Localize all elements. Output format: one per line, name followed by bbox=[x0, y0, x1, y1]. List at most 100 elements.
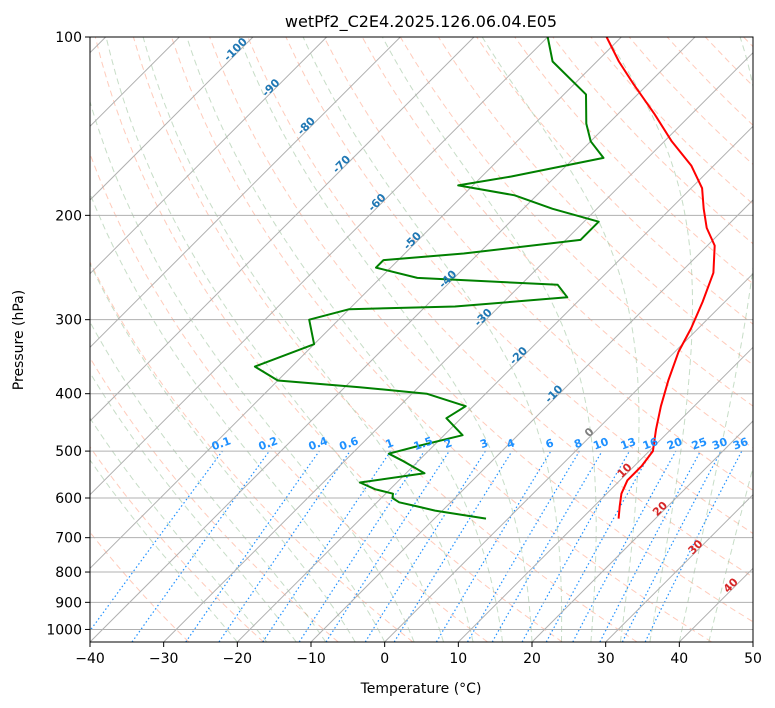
isotherm-grid-line bbox=[90, 37, 696, 642]
mixing-ratio-label: 0.1 bbox=[210, 434, 233, 453]
mixing-ratio-label: 10 bbox=[591, 435, 610, 453]
mixing-ratio-label: 36 bbox=[731, 435, 750, 453]
x-tick-label: −10 bbox=[296, 651, 326, 667]
y-tick-label: 900 bbox=[55, 595, 82, 611]
moist-adiabat-line bbox=[606, 37, 693, 642]
isotherm-grid-line bbox=[90, 37, 549, 496]
grid-lines bbox=[90, 37, 753, 642]
mixing-ratio-label: 2 bbox=[442, 436, 454, 451]
x-axis-label: Temperature (°C) bbox=[360, 681, 482, 697]
dry-adiabat-line bbox=[90, 356, 339, 642]
mixing-ratio-line bbox=[572, 450, 677, 642]
mixing-ratio-label: 25 bbox=[690, 435, 709, 452]
mixing-ratio-line bbox=[644, 450, 743, 642]
moist-adiabat-line bbox=[105, 37, 445, 642]
dry-adiabat-line bbox=[94, 37, 563, 642]
y-tick-label: 500 bbox=[55, 444, 82, 460]
mixing-ratio-line bbox=[393, 450, 513, 642]
y-tick-label: 400 bbox=[55, 387, 82, 403]
moist-adiabat-line bbox=[90, 417, 268, 642]
isotherm-grid-line bbox=[90, 37, 328, 275]
mixing-ratio-label: 13 bbox=[619, 435, 638, 452]
y-tick-label: 1000 bbox=[46, 622, 82, 638]
moist-adiabat-line bbox=[90, 459, 238, 642]
x-axis-ticks: −40 −30 −20 −10 0 10 20 30 40 50 bbox=[75, 642, 762, 667]
mixing-ratio-line bbox=[262, 450, 392, 642]
dry-adiabat-line bbox=[285, 37, 753, 535]
y-axis-ticks: 100 200 300 400 500 600 700 800 900 1000 bbox=[46, 30, 90, 638]
x-tick-label: −20 bbox=[223, 651, 253, 667]
dry-adiabat-line bbox=[90, 260, 414, 642]
mixing-ratio-line bbox=[298, 450, 425, 642]
moist-adiabat-line bbox=[90, 321, 327, 642]
isotherm-grid-line bbox=[384, 272, 753, 642]
y-tick-label: 800 bbox=[55, 565, 82, 581]
mixing-ratio-lines bbox=[90, 450, 743, 642]
mixing-ratio-label: 8 bbox=[572, 436, 584, 451]
y-tick-label: 300 bbox=[55, 313, 82, 329]
moist-adiabat-line bbox=[302, 37, 563, 642]
dry-adiabat-line bbox=[171, 37, 712, 642]
mixing-ratio-label: 6 bbox=[544, 436, 556, 451]
mixing-ratio-label: 1.5 bbox=[412, 434, 435, 453]
dry-adiabat-line bbox=[90, 446, 264, 642]
mixing-ratio-line bbox=[185, 450, 320, 642]
mixing-ratio-line bbox=[325, 450, 450, 642]
x-tick-label: 20 bbox=[523, 651, 541, 667]
x-tick-label: 30 bbox=[597, 651, 615, 667]
mixing-ratio-label: 1 bbox=[384, 436, 396, 451]
isotherm-grid-line bbox=[531, 420, 753, 642]
mixing-ratio-line bbox=[521, 450, 631, 642]
mixing-ratio-line bbox=[545, 450, 653, 642]
x-tick-label: −40 bbox=[75, 651, 105, 667]
mixing-ratio-label: 0.6 bbox=[338, 434, 361, 453]
moist-adiabat-line bbox=[481, 37, 640, 642]
plot-area: -100-90-80-70-60-50-40-30-20-10010203040… bbox=[90, 37, 753, 642]
profile-series bbox=[253, 37, 716, 520]
isotherm-grid-line bbox=[90, 37, 401, 349]
dry-adiabats bbox=[90, 37, 753, 642]
mixing-ratio-label: 20 bbox=[665, 435, 684, 453]
dry-adiabat-line bbox=[323, 37, 753, 491]
x-tick-label: 10 bbox=[449, 651, 467, 667]
isotherm-grid-line bbox=[163, 51, 753, 642]
isotherm-grid-line bbox=[90, 37, 622, 570]
moist-adiabat-line bbox=[90, 371, 297, 642]
isotherm-grid-line bbox=[605, 493, 753, 642]
mixing-ratio-label: 3 bbox=[478, 436, 490, 451]
isotherm-grid-line bbox=[90, 37, 475, 422]
mixing-ratio-line bbox=[90, 450, 223, 632]
mixing-ratio-label: 0.2 bbox=[257, 434, 280, 453]
moist-adiabat-line bbox=[678, 37, 753, 642]
plot-frame bbox=[89, 36, 754, 643]
dry-adiabat-line bbox=[476, 37, 753, 325]
y-tick-label: 600 bbox=[55, 491, 82, 507]
mixing-ratio-label: 4 bbox=[505, 436, 517, 451]
moist-adiabat-line bbox=[142, 37, 474, 642]
chart-title: wetPf2_C2E4.2025.126.06.04.E05 bbox=[285, 12, 557, 32]
dry-adiabat-line bbox=[209, 37, 753, 623]
x-tick-label: 40 bbox=[670, 651, 688, 667]
moist-adiabat-line bbox=[708, 465, 753, 642]
x-tick-label: 0 bbox=[380, 651, 389, 667]
dry-adiabat-line bbox=[514, 37, 753, 285]
dry-adiabat-line bbox=[247, 37, 753, 578]
mixing-ratio-label: 16 bbox=[641, 435, 660, 453]
mixing-ratio-line bbox=[218, 450, 351, 642]
dewpoint-profile-line bbox=[253, 37, 605, 520]
isotherm-grid-line bbox=[236, 125, 753, 642]
moist-adiabat-line bbox=[90, 192, 386, 642]
x-tick-label: −30 bbox=[149, 651, 179, 667]
x-tick-label: 50 bbox=[744, 651, 762, 667]
mixing-ratio-label: 30 bbox=[710, 435, 729, 453]
y-tick-label: 200 bbox=[55, 208, 82, 224]
moist-adiabat-line bbox=[381, 37, 597, 642]
y-tick-label: 100 bbox=[55, 30, 82, 46]
isotherm-grid-line bbox=[90, 37, 254, 201]
isotherm-grid-line bbox=[457, 346, 753, 642]
mixing-ratio-line bbox=[131, 450, 270, 642]
moist-adiabat-line bbox=[186, 37, 503, 642]
isotherm-grid-line bbox=[310, 199, 753, 642]
